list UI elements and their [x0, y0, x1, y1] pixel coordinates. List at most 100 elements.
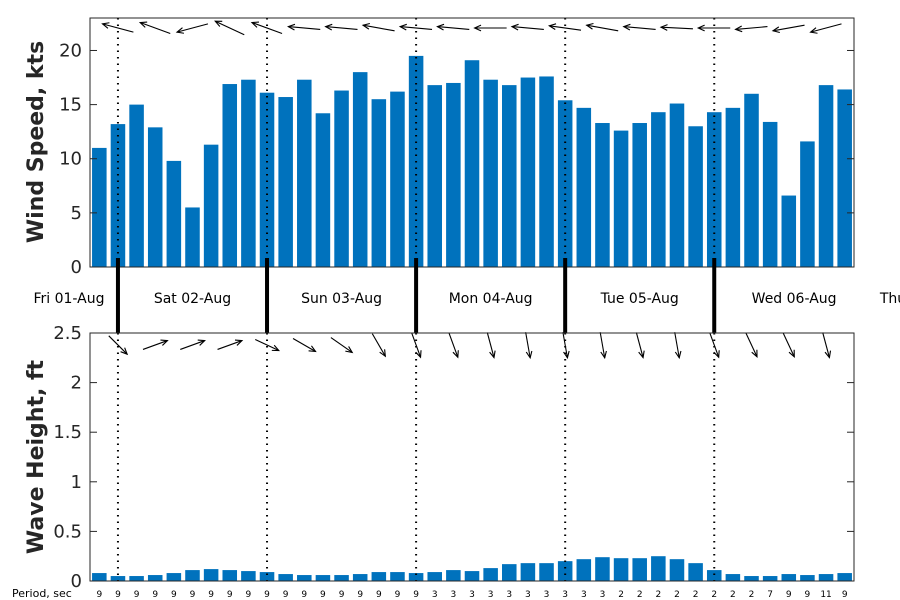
- wind-bar: [222, 84, 238, 268]
- wave-bar: [613, 558, 629, 581]
- wind-bar: [725, 107, 741, 267]
- wave-bar: [706, 570, 722, 581]
- wind-ytick-label: 5: [71, 203, 82, 224]
- wave-bar: [334, 575, 349, 581]
- wave-direction-arrow-icon: [782, 332, 795, 359]
- period-value: 2: [693, 590, 699, 600]
- wind-ytick-label: 15: [59, 95, 82, 116]
- wave-bar: [390, 572, 405, 581]
- wave-y-axis-title: Wave Height, ft: [24, 359, 49, 554]
- wind-bar: [576, 107, 592, 267]
- wave-direction-arrow-icon: [745, 332, 758, 359]
- wave-direction-arrow-icon: [411, 332, 422, 359]
- wind-bar: [147, 127, 163, 267]
- period-value: 3: [450, 590, 456, 600]
- wind-direction-arrow-icon: [809, 23, 842, 34]
- wind-y-axis-title: Wind Speed, kts: [24, 41, 49, 243]
- period-value: 9: [246, 590, 252, 600]
- wind-direction-arrow-icon: [547, 23, 582, 31]
- wind-direction-arrow-icon: [138, 21, 171, 34]
- period-value: 2: [655, 590, 661, 600]
- wind-bar: [800, 141, 815, 267]
- wind-bar: [483, 79, 498, 267]
- period-value: 9: [264, 590, 270, 600]
- period-value: 2: [618, 590, 624, 600]
- wave-ytick-label: 0: [71, 571, 82, 592]
- wave-bar: [837, 573, 852, 581]
- wind-bar: [203, 144, 219, 267]
- wave-bar: [781, 574, 797, 581]
- wave-direction-arrow-icon: [709, 332, 720, 359]
- wind-bar: [688, 126, 703, 268]
- wind-direction-arrow-icon: [175, 23, 209, 34]
- wave-bar: [557, 561, 573, 581]
- wind-bar: [632, 123, 647, 267]
- wind-direction-arrow-icon: [510, 23, 544, 31]
- wave-direction-arrow-icon: [292, 338, 317, 353]
- wave-bar: [446, 570, 461, 581]
- wave-ytick-label: 2: [71, 373, 82, 394]
- wave-direction-arrow-icon: [330, 337, 354, 354]
- wind-bar: [502, 85, 517, 268]
- day-label: Tue 05-Aug: [600, 291, 679, 307]
- wave-bar: [147, 575, 163, 581]
- wave-bar: [651, 556, 666, 581]
- wind-bar: [706, 112, 722, 268]
- wave-bar: [92, 573, 107, 581]
- wind-bar: [390, 91, 405, 267]
- period-value: 9: [227, 590, 233, 600]
- period-value: 9: [115, 590, 121, 600]
- period-title: Period, sec: [12, 587, 72, 600]
- wave-direction-arrow-icon: [448, 332, 459, 359]
- wind-direction-arrow-icon: [659, 24, 693, 31]
- wind-bar: [241, 79, 256, 267]
- wave-direction-arrow-icon: [108, 335, 129, 356]
- wind-direction-arrow-icon: [734, 25, 768, 33]
- wave-bar: [427, 572, 442, 581]
- wave-direction-arrow-icon: [562, 332, 570, 360]
- period-value: 7: [767, 590, 773, 600]
- period-value: 3: [525, 590, 531, 600]
- day-label: Thu: [879, 291, 900, 307]
- wave-direction-arrow-icon: [635, 332, 645, 359]
- wind-bar: [92, 147, 107, 267]
- wave-bar: [688, 563, 703, 581]
- wave-bar: [185, 570, 200, 581]
- period-value: 9: [395, 590, 401, 600]
- wave-bar: [110, 576, 126, 581]
- wave-bar: [725, 574, 741, 581]
- wind-bar: [427, 85, 442, 268]
- day-label: Mon 04-Aug: [449, 291, 533, 307]
- wave-bar: [483, 568, 498, 581]
- wind-direction-arrow-icon: [622, 23, 656, 31]
- wave-bar: [371, 572, 387, 581]
- wave-bar: [576, 559, 592, 581]
- wave-bar: [744, 576, 759, 581]
- wave-bar: [762, 576, 778, 581]
- period-value: 9: [413, 590, 419, 600]
- wave-bar: [203, 569, 219, 581]
- day-label: Sat 02-Aug: [154, 291, 231, 307]
- wind-bar: [744, 93, 759, 267]
- wind-direction-arrow-icon: [696, 24, 731, 32]
- wind-ytick-label: 0: [71, 257, 82, 278]
- wind-plot-frame: [89, 17, 855, 268]
- wind-bar: [352, 72, 368, 267]
- wind-bar: [464, 60, 480, 267]
- period-value: 3: [544, 590, 550, 600]
- wind-bar: [334, 90, 349, 267]
- wind-bar: [297, 79, 312, 267]
- wave-bar: [818, 574, 834, 581]
- wave-direction-arrow-icon: [599, 332, 607, 360]
- wind-direction-arrow-icon: [250, 21, 283, 34]
- period-value: 9: [171, 590, 177, 600]
- wind-bar: [539, 76, 554, 267]
- wind-bar: [166, 160, 182, 267]
- wave-direction-arrow-icon: [142, 339, 169, 350]
- period-value: 3: [469, 590, 475, 600]
- wind-direction-arrow-icon: [398, 23, 433, 31]
- wave-bar: [464, 571, 480, 581]
- wave-bar: [632, 558, 647, 581]
- wave-bar: [408, 573, 424, 581]
